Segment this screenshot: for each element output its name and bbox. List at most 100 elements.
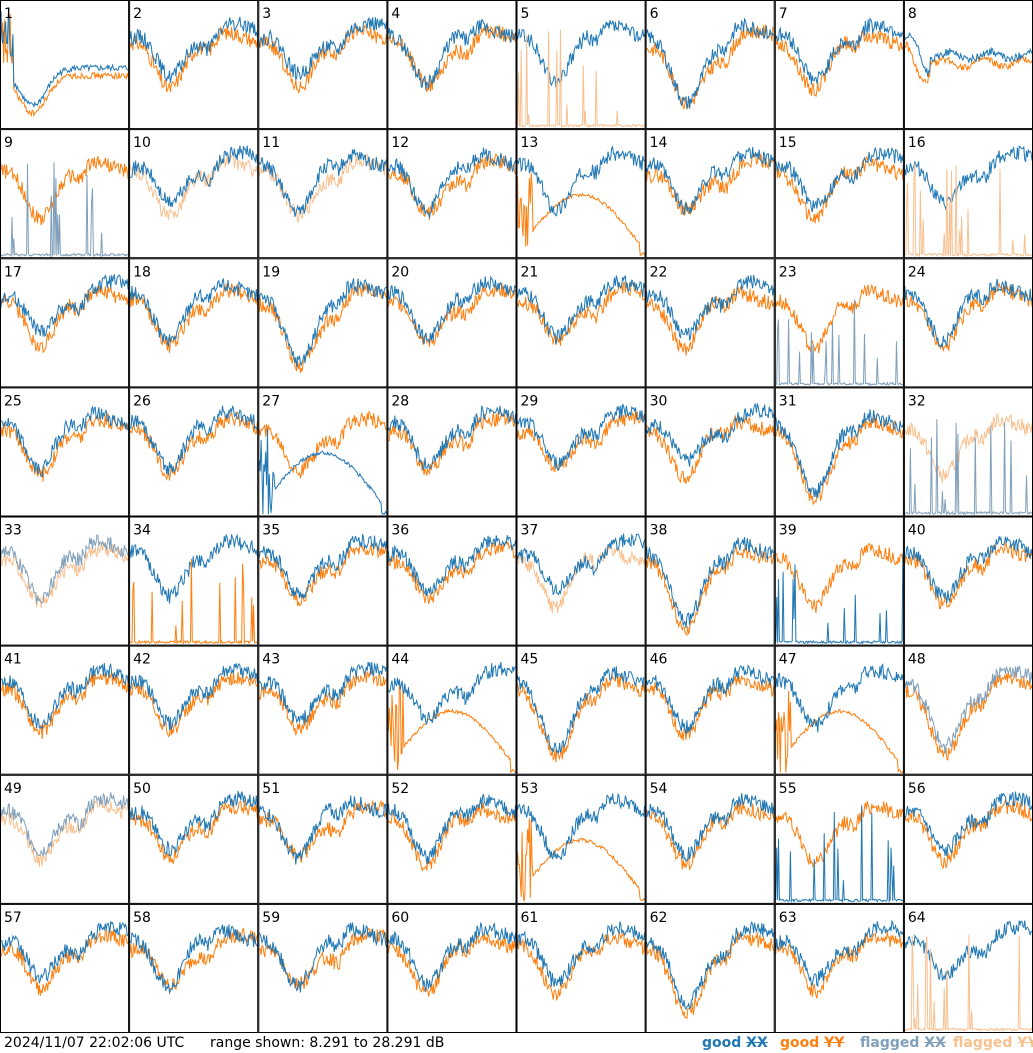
panel-5-xx-line: [517, 19, 646, 89]
panel-30-frame: [645, 387, 775, 517]
panel-20-frame: [387, 258, 517, 388]
panel-20-yy-line: [387, 282, 516, 347]
panel-3-yy-line: [258, 23, 387, 94]
panel-27-xx-line: [258, 428, 387, 515]
panel-30-xx-line: [646, 402, 775, 467]
panel-36-label: 36: [391, 523, 409, 539]
panel-36-yy-line: [387, 539, 516, 605]
panel-18-frame: [129, 258, 259, 388]
panel-36-xx-line: [387, 535, 516, 597]
panel-25: 25: [0, 393, 129, 482]
panel-22-xx-line: [646, 274, 775, 341]
panel-28-frame: [387, 387, 517, 517]
panel-40-yy-line: [904, 542, 1033, 610]
panel-57-frame: [0, 903, 130, 1033]
panel-50-label: 50: [133, 781, 151, 797]
panel-7-yy-line: [775, 29, 904, 98]
legend-good-yy-pol: YY: [824, 1035, 845, 1051]
panel-8: 8: [904, 6, 1033, 84]
panel-34-xx-line: [129, 533, 258, 604]
panel-50-xx-line: [129, 790, 258, 857]
panel-1: 1: [0, 6, 129, 118]
panel-61: 61: [517, 910, 646, 1001]
panel-63-label: 63: [779, 910, 797, 926]
panel-21-label: 21: [521, 264, 539, 280]
panel-5-frame: [516, 0, 646, 130]
panel-24: 24: [904, 264, 1033, 352]
panel-48-label: 48: [908, 652, 926, 668]
panel-45-label: 45: [521, 652, 539, 668]
panel-23-yy-line: [775, 283, 904, 354]
panel-38-label: 38: [650, 523, 668, 539]
panel-51-label: 51: [262, 781, 280, 797]
panel-53-xx-line: [517, 792, 646, 861]
panel-17-label: 17: [4, 264, 22, 280]
panel-33: 33: [0, 523, 129, 609]
panel-25-yy-line: [0, 411, 129, 482]
panel-26-frame: [129, 387, 259, 517]
panel-49-xx-line: [0, 792, 129, 857]
panel-58-xx-line: [129, 924, 258, 995]
panel-25-xx-line: [0, 406, 129, 478]
legend-good-xx: good XX: [702, 1034, 768, 1052]
panel-22: 22: [646, 264, 775, 356]
panel-39: 39: [775, 523, 904, 645]
panel-49-frame: [0, 774, 130, 904]
footer: 2024/11/07 22:02:06 UTC range shown: 8.2…: [0, 1033, 1033, 1053]
panel-23-xx-line: [775, 299, 904, 387]
panel-60-yy-line: [387, 932, 516, 997]
panel-29: 29: [517, 393, 646, 473]
panel-59-label: 59: [262, 910, 280, 926]
panel-31-frame: [774, 387, 904, 517]
legend-good-xx-pol: XX: [746, 1035, 768, 1051]
panel-32-xx-line: [904, 419, 1033, 516]
panel-57: 57: [0, 910, 129, 996]
panel-12-xx-line: [387, 147, 516, 220]
panel-8-label: 8: [908, 6, 917, 22]
panel-63: 63: [775, 910, 904, 999]
panel-35-label: 35: [262, 523, 280, 539]
panel-5-label: 5: [521, 6, 530, 22]
panel-13-label: 13: [521, 135, 539, 151]
panel-54-yy-line: [646, 801, 775, 872]
panel-53: 53: [517, 781, 646, 902]
panel-59: 59: [258, 910, 387, 993]
panel-29-label: 29: [521, 393, 539, 409]
panel-4-xx-line: [387, 19, 516, 91]
panel-21: 21: [517, 264, 646, 346]
panel-31-label: 31: [779, 393, 797, 409]
panel-55-xx-line: [775, 805, 904, 904]
panel-56-yy-line: [904, 797, 1033, 870]
panel-22-frame: [645, 258, 775, 388]
panel-16-yy-line: [904, 163, 1033, 258]
panel-33-frame: [0, 516, 130, 646]
panel-18: 18: [129, 264, 258, 353]
panel-10-xx-line: [130, 145, 258, 208]
panel-61-yy-line: [517, 931, 646, 1001]
panel-2-xx-line: [129, 16, 258, 83]
panel-38-xx-line: [646, 537, 775, 629]
panel-10-label: 10: [133, 135, 151, 151]
panel-3-xx-line: [258, 16, 387, 81]
panel-25-label: 25: [4, 393, 22, 409]
panel-50: 50: [129, 781, 258, 864]
panel-40-xx-line: [904, 535, 1033, 603]
panel-9-frame: [0, 129, 130, 259]
panel-26: 26: [129, 393, 258, 481]
panel-2-frame: [129, 0, 259, 130]
panel-40: 40: [904, 523, 1033, 610]
panel-44: 44: [387, 652, 516, 774]
panel-56-xx-line: [904, 791, 1033, 857]
panel-15-frame: [774, 129, 904, 259]
panel-16: 16: [904, 135, 1033, 258]
panel-19-frame: [258, 258, 388, 388]
panel-1-yy-line: [0, 13, 129, 118]
panel-32-label: 32: [908, 393, 926, 409]
panel-9-xx-line: [0, 162, 129, 258]
panel-12: 12: [387, 135, 516, 220]
panel-43-label: 43: [262, 652, 280, 668]
panel-47-label: 47: [779, 652, 797, 668]
panel-4: 4: [387, 6, 516, 93]
